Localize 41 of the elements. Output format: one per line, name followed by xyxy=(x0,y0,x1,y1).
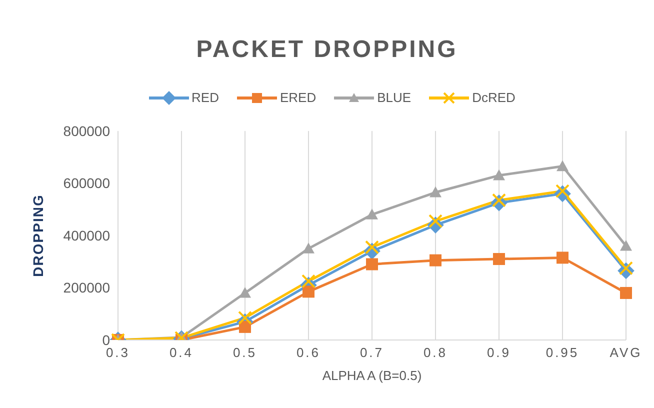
point xyxy=(619,261,633,276)
point xyxy=(365,240,379,254)
legend-label: RED xyxy=(190,90,219,105)
x-axis-title: ALPHA A (B=0.5) xyxy=(322,368,422,383)
legend-label: BLUE xyxy=(376,90,412,105)
chart-title: PACKET DROPPING xyxy=(195,36,459,64)
point xyxy=(556,160,568,172)
point xyxy=(556,184,570,198)
y-tick-label: 200000 xyxy=(63,280,110,296)
point xyxy=(302,242,314,254)
y-tick-label: 0 xyxy=(102,332,110,348)
y-tick-label: 600000 xyxy=(63,175,110,192)
point xyxy=(620,286,632,299)
point xyxy=(238,310,252,325)
point xyxy=(556,252,568,264)
x-tick-label: 0.9 xyxy=(486,345,512,360)
point xyxy=(239,286,251,298)
point xyxy=(620,240,632,251)
point xyxy=(428,214,442,228)
y-tick-label: 400000 xyxy=(63,227,110,244)
legend-label: DcRED xyxy=(471,90,516,105)
x-tick-label: 0.95 xyxy=(546,345,580,360)
x-tick-label: 0.7 xyxy=(360,345,384,360)
point xyxy=(302,286,314,298)
x-tick-label: 0.4 xyxy=(169,345,194,360)
legend-label: ERED xyxy=(279,90,316,105)
point xyxy=(430,186,442,198)
point xyxy=(493,169,505,180)
x-tick-label: 0.6 xyxy=(296,345,321,360)
x-tick-label: 0.8 xyxy=(423,345,448,360)
y-tick-label: 800000 xyxy=(63,122,110,139)
point xyxy=(430,254,442,266)
point xyxy=(366,208,378,220)
y-axis-title: DROPPING xyxy=(30,194,46,277)
point xyxy=(302,274,316,288)
x-tick-label: 0.3 xyxy=(106,345,130,360)
x-tick-label: 0.5 xyxy=(232,345,258,360)
point xyxy=(493,253,505,266)
point xyxy=(366,258,378,270)
x-tick-label: AVG xyxy=(610,345,642,360)
point xyxy=(492,193,506,208)
